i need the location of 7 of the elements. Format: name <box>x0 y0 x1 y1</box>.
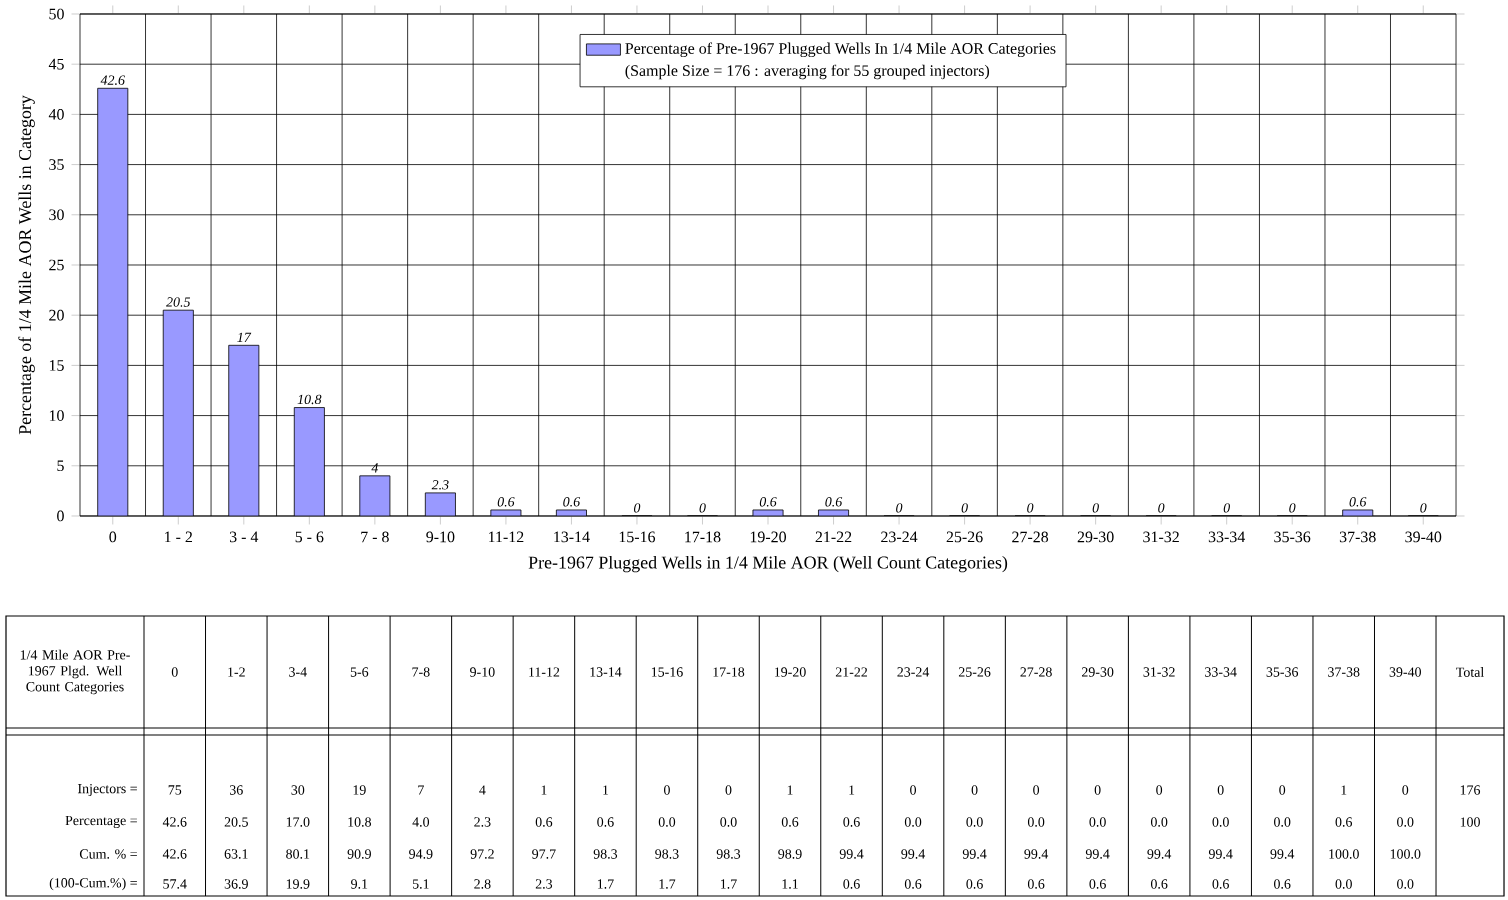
bar <box>359 475 391 516</box>
bar <box>162 309 194 516</box>
bar <box>97 87 129 516</box>
x-axis-title: Pre-1967 Plugged Wells in 1/4 Mile AOR (Well Count Categories) <box>528 555 1008 573</box>
bar <box>293 407 325 516</box>
bar <box>228 344 260 516</box>
y-axis-title: Percentage of 1/4 Mile AOR Wells in Category <box>18 95 35 435</box>
